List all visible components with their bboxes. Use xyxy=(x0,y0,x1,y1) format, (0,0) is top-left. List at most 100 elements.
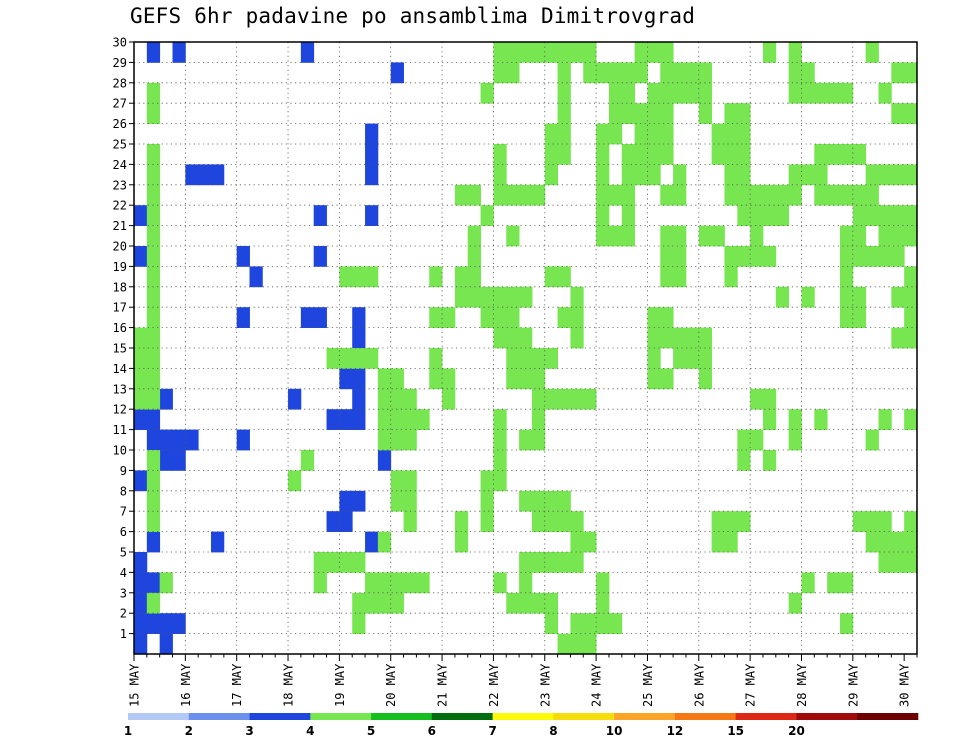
y-tick-label: 1 xyxy=(120,627,127,641)
heatmap-cell xyxy=(288,388,302,410)
heatmap-cell xyxy=(159,572,173,594)
heatmap-cell xyxy=(467,246,481,267)
y-tick-label: 7 xyxy=(120,505,127,519)
legend-swatch xyxy=(371,713,433,720)
heatmap-cell xyxy=(698,327,713,349)
heatmap-cell xyxy=(493,286,507,308)
heatmap-cell xyxy=(852,184,867,206)
heatmap-cell xyxy=(146,348,161,369)
heatmap-cell xyxy=(339,266,353,288)
heatmap-cell xyxy=(467,266,481,288)
heatmap-cell xyxy=(750,225,764,247)
heatmap-cell xyxy=(737,184,751,206)
heatmap-cell xyxy=(519,348,533,369)
heatmap-cell xyxy=(531,490,546,512)
heatmap-cell xyxy=(673,82,687,104)
heatmap-cell xyxy=(146,572,161,594)
heatmap-cell xyxy=(506,184,520,206)
heatmap-cell xyxy=(891,246,905,267)
heatmap-cell xyxy=(390,368,404,390)
heatmap-cell xyxy=(608,103,623,124)
heatmap-cell xyxy=(891,205,905,226)
heatmap-cell xyxy=(480,470,494,492)
heatmap-cell xyxy=(377,429,392,451)
heatmap-cell xyxy=(313,205,327,226)
heatmap-cell xyxy=(865,246,879,267)
heatmap-cell xyxy=(493,42,507,63)
y-tick-label: 21 xyxy=(113,219,127,233)
heatmap-cell xyxy=(839,184,854,206)
heatmap-cell xyxy=(365,205,379,226)
heatmap-cell xyxy=(134,592,148,614)
heatmap-cell xyxy=(596,205,610,226)
heatmap-cell xyxy=(377,450,392,471)
heatmap-cell xyxy=(698,103,713,124)
heatmap-cell xyxy=(621,184,636,206)
heatmap-cell xyxy=(442,388,456,410)
heatmap-cell xyxy=(557,42,571,63)
heatmap-cell xyxy=(904,62,918,84)
heatmap-cell xyxy=(583,613,597,634)
heatmap-cell xyxy=(827,184,841,206)
heatmap-cell xyxy=(827,572,841,594)
heatmap-cell xyxy=(506,62,520,84)
heatmap-cell xyxy=(827,82,841,104)
heatmap-cell xyxy=(596,613,610,634)
heatmap-cell xyxy=(172,613,186,634)
heatmap-cell xyxy=(249,266,263,288)
heatmap-cell xyxy=(134,205,148,226)
heatmap-cell xyxy=(519,572,533,594)
heatmap-cell xyxy=(750,205,764,226)
heatmap-cell xyxy=(493,184,507,206)
heatmap-cell xyxy=(326,552,340,573)
heatmap-cell xyxy=(904,511,918,532)
heatmap-cell xyxy=(493,144,507,165)
heatmap-cell xyxy=(480,286,494,308)
heatmap-cell xyxy=(685,62,700,84)
heatmap-cell xyxy=(621,103,636,124)
heatmap-cell xyxy=(865,184,879,206)
heatmap-cell xyxy=(570,388,584,410)
heatmap-cell xyxy=(313,307,327,328)
legend-swatch xyxy=(492,713,554,720)
y-tick-label: 9 xyxy=(120,464,127,478)
heatmap-cell xyxy=(891,164,905,186)
heatmap-cell xyxy=(159,429,173,451)
heatmap-cell xyxy=(673,348,687,369)
heatmap-cell xyxy=(583,531,597,553)
heatmap-cell xyxy=(352,327,366,349)
heatmap-cell xyxy=(365,592,379,614)
heatmap-cell xyxy=(724,103,738,124)
y-tick-label: 5 xyxy=(120,546,127,560)
heatmap-cell xyxy=(531,552,546,573)
heatmap-cell xyxy=(390,388,404,410)
heatmap-cell xyxy=(557,144,571,165)
heatmap-cell xyxy=(506,307,520,328)
heatmap-cell xyxy=(544,490,558,512)
legend-swatch xyxy=(310,713,372,720)
heatmap-cell xyxy=(339,552,353,573)
heatmap-cell xyxy=(352,388,366,410)
heatmap-cell xyxy=(531,184,546,206)
heatmap-cell xyxy=(673,327,687,349)
legend-swatch xyxy=(735,713,797,720)
heatmap-cell xyxy=(506,592,520,614)
heatmap-cell xyxy=(750,388,764,410)
heatmap-cell xyxy=(660,327,674,349)
heatmap-cell xyxy=(429,266,443,288)
heatmap-cell xyxy=(891,327,905,349)
heatmap-cell xyxy=(506,368,520,390)
heatmap-cell xyxy=(788,429,802,451)
heatmap-cell xyxy=(134,388,148,410)
heatmap-cell xyxy=(891,531,905,553)
heatmap-cell xyxy=(647,144,661,165)
heatmap-cell xyxy=(403,409,417,430)
heatmap-cell xyxy=(685,82,700,104)
heatmap-cell xyxy=(480,205,494,226)
heatmap-cell xyxy=(172,450,186,471)
x-axis: 15 MAY 16 MAY 17 MAY 18 MAY 19 MAY 20 MAY 21 M… xyxy=(128,654,918,707)
heatmap-cell xyxy=(647,327,661,349)
heatmap-cell xyxy=(519,42,533,63)
heatmap-cell xyxy=(211,164,225,186)
heatmap-cell xyxy=(724,144,738,165)
